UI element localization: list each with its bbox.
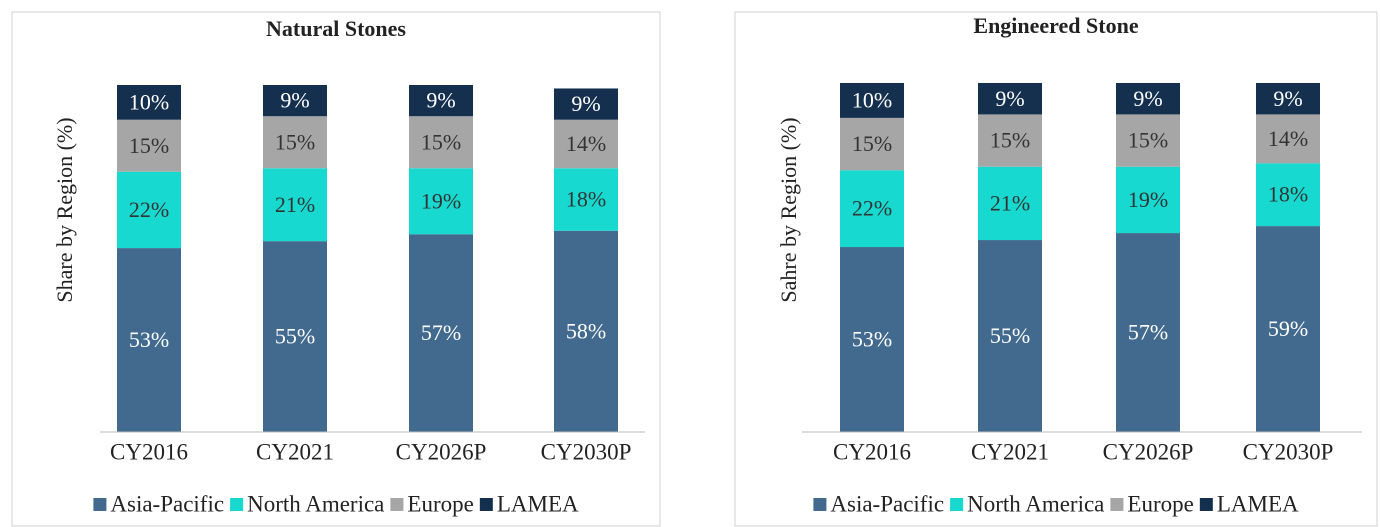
data-label: 55%: [275, 324, 315, 349]
bar-segment: [1116, 233, 1180, 432]
legend-swatch: [390, 498, 404, 511]
bar-segment: [1116, 166, 1180, 234]
legend-label: LAMEA: [1217, 491, 1299, 516]
bar-segment: [1256, 163, 1320, 227]
data-label: 9%: [280, 88, 309, 113]
data-label: 10%: [852, 87, 892, 112]
bar-segment: [554, 119, 618, 169]
y-axis-label: Share by Region (%): [52, 117, 77, 302]
x-tick-label: CY2016: [833, 439, 911, 464]
bar-segment: [117, 248, 181, 432]
data-label: 9%: [1133, 86, 1162, 111]
bar-segment: [263, 116, 327, 169]
data-label: 15%: [990, 128, 1030, 153]
legend-swatch: [93, 498, 107, 511]
legend-label: North America: [247, 491, 384, 516]
data-label: 19%: [1128, 187, 1168, 212]
legend-label: Asia-Pacific: [830, 491, 944, 516]
legend-swatch: [479, 498, 493, 511]
bar-segment: [263, 241, 327, 432]
data-label: 57%: [1128, 320, 1168, 345]
bar-segment: [1116, 83, 1180, 115]
data-label: 10%: [129, 89, 169, 114]
x-tick-label: CY2026P: [1103, 439, 1194, 464]
bar-segment: [117, 119, 181, 172]
bar-segment: [409, 168, 473, 235]
legend-swatch: [230, 498, 244, 511]
data-label: 58%: [566, 318, 606, 343]
data-label: 14%: [1268, 126, 1308, 151]
legend-swatch: [1199, 498, 1213, 511]
data-label: 15%: [275, 129, 315, 154]
legend-swatch: [1110, 498, 1124, 511]
legend-label: Asia-Pacific: [110, 491, 224, 516]
data-label: 57%: [421, 320, 461, 345]
data-label: 9%: [426, 88, 455, 113]
bar-segment: [554, 230, 618, 432]
legend-label: LAMEA: [497, 491, 579, 516]
bar-segment: [117, 85, 181, 120]
data-label: 18%: [566, 187, 606, 212]
bar-segment: [1256, 114, 1320, 164]
bar-segment: [978, 240, 1042, 432]
bar-segment: [840, 117, 904, 171]
x-tick-label: CY2030P: [1243, 439, 1334, 464]
bar-segment: [263, 85, 327, 117]
data-label: 53%: [852, 327, 892, 352]
bar-segment: [409, 85, 473, 117]
bar-segment: [1116, 114, 1180, 167]
bar-segment: [978, 166, 1042, 241]
bar-segment: [409, 116, 473, 169]
bar-segment: [1256, 226, 1320, 432]
legend-label: Europe: [407, 491, 473, 516]
bar-segment: [117, 171, 181, 249]
y-axis-label: Sahre by Region (%): [776, 117, 801, 302]
chart-title: Natural Stones: [266, 16, 406, 41]
data-label: 14%: [566, 131, 606, 156]
bar-segment: [840, 247, 904, 432]
data-label: 15%: [421, 129, 461, 154]
bar-segment: [840, 170, 904, 248]
x-tick-label: CY2030P: [541, 439, 632, 464]
x-tick-label: CY2021: [256, 439, 334, 464]
bar-segment: [978, 83, 1042, 115]
bar-segment: [1256, 83, 1320, 115]
data-label: 15%: [129, 133, 169, 158]
legend-label: North America: [967, 491, 1104, 516]
x-tick-label: CY2021: [971, 439, 1049, 464]
bar-segment: [554, 88, 618, 120]
data-label: 19%: [421, 188, 461, 213]
data-label: 15%: [1128, 128, 1168, 153]
data-label: 9%: [995, 86, 1024, 111]
data-label: 55%: [990, 323, 1030, 348]
data-label: 22%: [129, 197, 169, 222]
chart-title: Engineered Stone: [973, 13, 1138, 38]
data-label: 9%: [571, 91, 600, 116]
data-label: 53%: [129, 327, 169, 352]
bar-segment: [409, 234, 473, 432]
x-tick-label: CY2016: [110, 439, 188, 464]
legend-swatch: [950, 498, 964, 511]
data-label: 22%: [852, 196, 892, 221]
legend-swatch: [813, 498, 827, 511]
data-label: 21%: [990, 190, 1030, 215]
legend-label: Europe: [1127, 491, 1193, 516]
data-label: 21%: [275, 192, 315, 217]
bar-segment: [978, 114, 1042, 167]
data-label: 18%: [1268, 182, 1308, 207]
data-label: 59%: [1268, 316, 1308, 341]
bar-segment: [554, 168, 618, 231]
bar-segment: [263, 168, 327, 242]
data-label: 15%: [852, 131, 892, 156]
bar-segment: [840, 83, 904, 118]
data-label: 9%: [1273, 86, 1302, 111]
x-tick-label: CY2026P: [396, 439, 487, 464]
